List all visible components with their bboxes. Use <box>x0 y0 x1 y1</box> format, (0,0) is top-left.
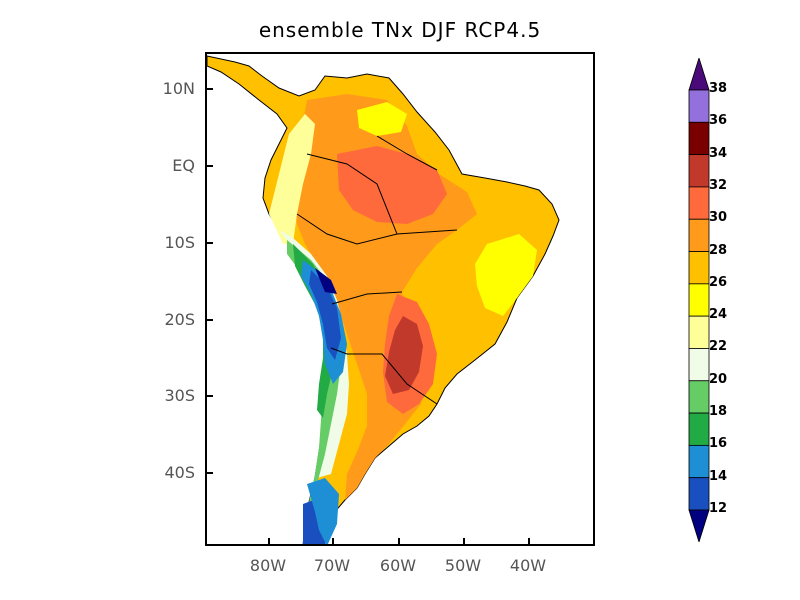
contour-deep-blue <box>315 268 337 294</box>
colorbar-swatch <box>688 121 710 156</box>
colorbar-tick-label: 16 <box>709 436 728 452</box>
map-plot-area <box>205 52 595 546</box>
south-america-map <box>207 55 560 544</box>
lon-tick <box>332 538 334 546</box>
colorbar-tick-label: 18 <box>709 404 728 420</box>
lon-tick <box>268 538 270 546</box>
colorbar-tick-label: 24 <box>709 307 728 323</box>
colorbar-tick-label: 14 <box>709 468 728 484</box>
colorbar-swatch <box>688 89 710 123</box>
colorbar <box>688 58 710 542</box>
lon-tick <box>398 538 400 546</box>
map-title: ensemble TNx DJF RCP4.5 <box>258 18 542 42</box>
contour-22-24-andes-north <box>269 114 315 244</box>
lat-label-10s: 10S <box>164 233 195 252</box>
colorbar-tick-label: 20 <box>709 371 728 387</box>
colorbar-tick-label: 12 <box>709 501 728 516</box>
colorbar-bottom-arrow <box>688 509 710 542</box>
lat-tick <box>205 88 213 90</box>
contour-26-28-north <box>357 102 407 136</box>
lon-label-40w: 40W <box>509 556 547 575</box>
lat-tick <box>205 319 213 321</box>
contour-patagonia-lightblue <box>307 478 339 544</box>
colorbar-swatch <box>688 283 710 317</box>
lat-tick <box>205 472 213 474</box>
colorbar-tick-label: 36 <box>709 113 728 129</box>
colorbar-swatch <box>688 348 710 382</box>
colorbar-swatch <box>688 477 710 511</box>
colorbar-swatch <box>688 412 710 446</box>
colorbar-swatch <box>688 444 710 479</box>
contour-32-34 <box>385 316 423 394</box>
colorbar-top-arrow <box>688 58 710 91</box>
colorbar-tick-label: 28 <box>709 242 728 258</box>
colorbar-swatch <box>688 218 710 252</box>
contour-26-28-ne-brazil <box>475 234 537 316</box>
colorbar-tick-label: 22 <box>709 339 728 355</box>
lat-label-20s: 20S <box>164 310 195 329</box>
colorbar-tick-label: 26 <box>709 274 728 290</box>
lon-label-80w: 80W <box>249 556 287 575</box>
colorbar-swatch <box>688 186 710 220</box>
colorbar-swatch <box>688 251 710 285</box>
lat-label-eq: EQ <box>172 156 195 175</box>
lat-label-30s: 30S <box>164 386 195 405</box>
colorbar-tick-label: 34 <box>709 145 728 161</box>
colorbar-tick-label: 38 <box>709 81 728 96</box>
colorbar-tick-label: 30 <box>709 210 728 226</box>
lon-label-70w: 70W <box>313 556 351 575</box>
colorbar-swatch <box>688 315 710 349</box>
lon-label-60w: 60W <box>379 556 417 575</box>
contour-below-12-altiplano <box>309 270 341 360</box>
colorbar-swatch <box>688 154 710 188</box>
colorbar-tick-label: 32 <box>709 177 728 193</box>
lat-label-40s: 40S <box>164 463 195 482</box>
lat-tick <box>205 395 213 397</box>
lat-label-10n: 10N <box>162 79 195 98</box>
lat-tick <box>205 242 213 244</box>
lon-tick <box>463 538 465 546</box>
contour-30-32-amazon <box>337 146 447 224</box>
colorbar-swatch <box>688 380 710 414</box>
lon-label-50w: 50W <box>444 556 482 575</box>
lon-tick <box>528 538 530 546</box>
country-borders <box>296 135 458 405</box>
lat-tick <box>205 165 213 167</box>
